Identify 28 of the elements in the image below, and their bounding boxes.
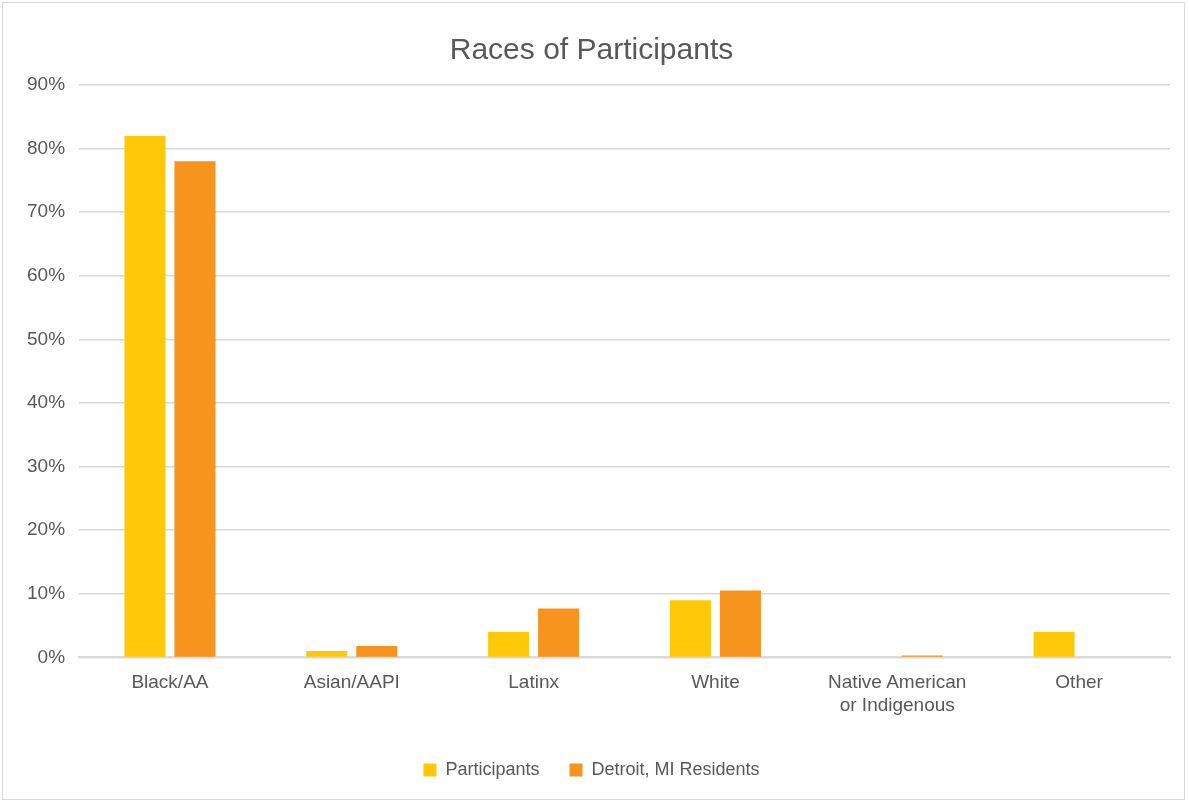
bar: [124, 135, 166, 657]
y-tick-label: 20%: [27, 518, 66, 540]
bar: [174, 161, 216, 657]
bar: [488, 631, 530, 657]
legend-label: Detroit, MI Residents: [591, 758, 760, 779]
legend-label: Participants: [445, 758, 540, 779]
y-tick-label: 0%: [37, 645, 66, 667]
y-tick-label: 60%: [27, 264, 66, 286]
bar: [1033, 631, 1075, 657]
x-tick-label: White: [691, 671, 740, 693]
y-tick-label: 80%: [27, 136, 66, 158]
y-tick-label: 90%: [27, 73, 66, 95]
chart-title: Races of Participants: [449, 32, 734, 66]
bar: [356, 645, 398, 657]
bar: [306, 651, 348, 657]
x-tick-label: Asian/AAPI: [303, 671, 400, 693]
y-tick-label: 30%: [27, 454, 66, 476]
x-tick-label: Other: [1055, 671, 1104, 693]
x-tick-label: Native American or Indigenous: [828, 671, 967, 715]
bar: [669, 600, 711, 657]
x-tick-label: Black/AA: [131, 671, 209, 693]
y-tick-label: 10%: [27, 582, 66, 604]
y-tick-label: 70%: [27, 200, 66, 222]
bar: [538, 608, 580, 657]
y-tick-label: 50%: [27, 327, 66, 349]
bar: [719, 590, 761, 657]
y-tick-label: 40%: [27, 391, 66, 413]
x-tick-label: Latinx: [508, 671, 560, 693]
